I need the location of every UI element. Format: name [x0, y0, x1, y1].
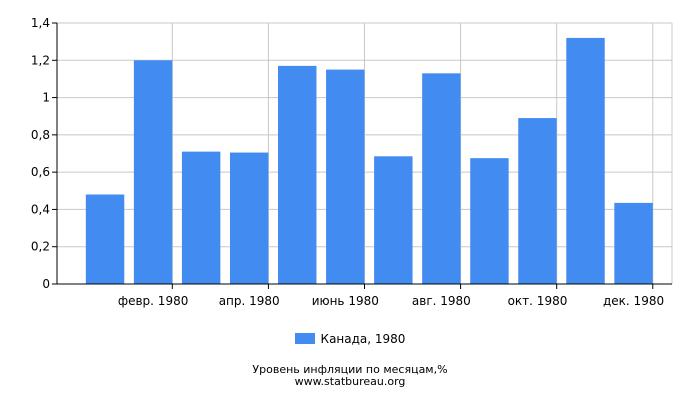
bar-chart: 0 0,2 0,4 0,6 0,8 1 1,2 1,4 февр. 1980 апр. 1980… [31, 16, 673, 308]
bar [518, 118, 557, 284]
bar [326, 69, 365, 284]
y-tick-label: 0 [42, 277, 50, 291]
x-tick-label: февр. 1980 [118, 294, 189, 308]
bars [85, 37, 653, 285]
caption-source: www.statbureau.org [294, 375, 406, 388]
caption-title: Уровень инфляции по месяцам,% [252, 363, 448, 376]
y-tick-label: 1,2 [31, 53, 50, 67]
legend-label: Канада, 1980 [320, 332, 406, 346]
y-tick-label: 0,4 [31, 202, 50, 216]
x-tick-label: июнь 1980 [312, 294, 379, 308]
bar [133, 60, 173, 285]
bar [229, 152, 269, 284]
x-tick-label: окт. 1980 [508, 294, 568, 308]
bar [566, 37, 605, 284]
y-tick-label: 0,6 [31, 165, 50, 179]
x-tick-label: дек. 1980 [603, 294, 664, 308]
y-tick-labels: 0 0,2 0,4 0,6 0,8 1 1,2 1,4 [31, 16, 50, 291]
y-tick-label: 1,4 [31, 16, 50, 30]
bar [470, 158, 509, 284]
bar [374, 156, 413, 284]
y-tick-label: 0,2 [31, 240, 50, 254]
x-tick-label: авг. 1980 [412, 294, 471, 308]
y-tick-label: 0,8 [31, 128, 50, 142]
legend-swatch [294, 333, 315, 344]
x-tick-labels: февр. 1980 апр. 1980 июнь 1980 авг. 1980 окт… [118, 294, 664, 308]
bar [278, 65, 317, 284]
bar [422, 73, 461, 284]
bar [85, 194, 125, 284]
y-tick-label: 1 [42, 91, 50, 105]
legend: Канада, 1980 [0, 332, 700, 346]
bar [181, 151, 221, 284]
axes [52, 22, 672, 289]
chart-caption: Уровень инфляции по месяцам,% www.statbu… [0, 364, 700, 388]
bar [614, 202, 653, 284]
x-tick-label: апр. 1980 [219, 294, 280, 308]
